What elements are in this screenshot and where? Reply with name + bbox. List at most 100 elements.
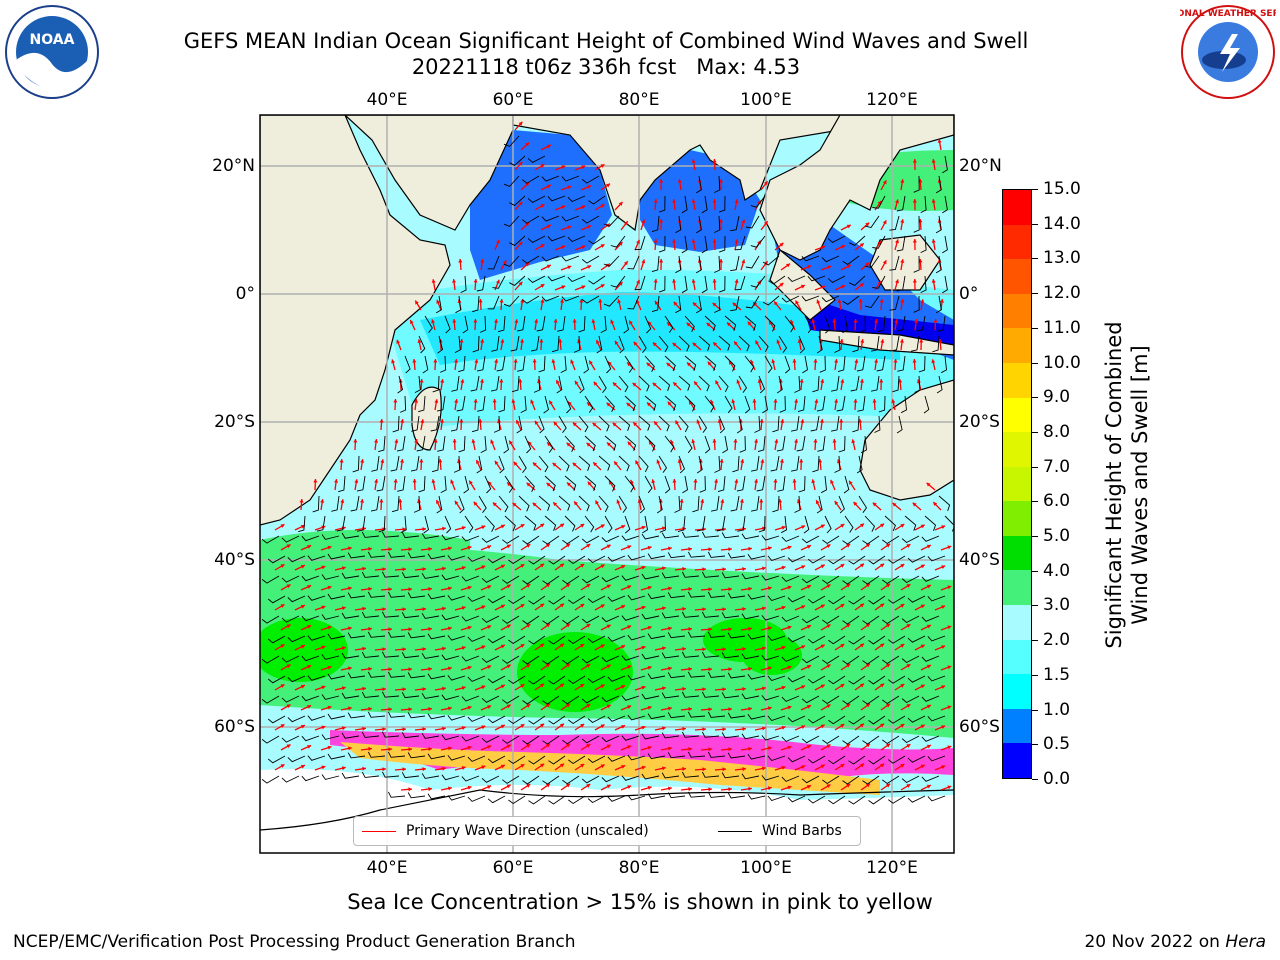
wind-barb — [267, 715, 286, 724]
wave-arrow-head — [920, 564, 925, 569]
wave-arrow-head — [606, 744, 611, 749]
wind-barb — [281, 735, 300, 743]
wind-barb — [461, 695, 480, 702]
wind-barb — [724, 395, 733, 414]
wind-barb — [724, 355, 736, 372]
colorbar-segment — [1003, 535, 1031, 571]
wave-arrow-head — [388, 587, 392, 592]
wind-barb — [842, 295, 860, 305]
wind-barb — [842, 575, 860, 585]
wave-arrow-head — [906, 664, 911, 668]
wind-barb — [751, 495, 760, 512]
wind-barb — [744, 315, 757, 331]
colorbar-tick-label: 15.0 — [1043, 179, 1081, 199]
wind-barb — [667, 632, 686, 639]
wave-arrow-head — [394, 439, 399, 443]
wind-barb — [638, 455, 649, 473]
wave-arrow-head — [340, 499, 345, 503]
wave-arrow-head — [586, 544, 591, 548]
wave-arrow-head — [572, 462, 577, 467]
wave-arrow-head — [428, 667, 432, 672]
wave-arrow-head — [526, 482, 531, 487]
wind-barb — [858, 495, 868, 513]
wind-barb — [447, 755, 466, 761]
wave-arrow-head — [494, 319, 499, 323]
wind-barb — [661, 732, 680, 739]
wave-arrow-head — [898, 379, 903, 383]
wind-barb — [316, 515, 326, 532]
wind-barb — [935, 175, 942, 194]
wind-barb — [876, 355, 886, 372]
wave-arrow-head — [801, 605, 806, 609]
wave-arrow-head — [933, 502, 938, 506]
wind-barb — [467, 635, 486, 642]
wind-barb — [381, 691, 400, 698]
wave-arrow-head — [540, 204, 545, 208]
wave-arrow-head — [728, 747, 732, 752]
wind-barb — [467, 675, 486, 682]
wave-arrow-head — [525, 182, 530, 187]
wave-arrow-head — [511, 399, 516, 403]
wind-barb — [301, 615, 320, 622]
wind-barb — [522, 695, 540, 705]
wind-barb — [261, 615, 280, 624]
wind-barb — [901, 535, 920, 544]
wind-barb — [647, 553, 666, 560]
wave-arrow-head — [722, 767, 726, 772]
wave-arrow-head — [388, 667, 392, 672]
wind-barb — [707, 551, 726, 558]
wind-barb — [336, 515, 346, 532]
wind-barb — [761, 655, 780, 661]
wind-barb — [548, 795, 566, 805]
wind-barb — [287, 635, 306, 643]
wind-barb — [367, 631, 386, 638]
wave-arrow-head — [428, 707, 432, 712]
colorbar-tick-label: 5.0 — [1043, 526, 1071, 547]
wind-barb — [607, 675, 626, 682]
wave-arrow-head — [840, 724, 845, 728]
wind-barb — [496, 355, 506, 372]
wave-arrow-head — [459, 419, 464, 423]
wind-barb — [767, 675, 786, 682]
colorbar-tick — [1032, 327, 1038, 329]
wind-barb — [487, 555, 506, 564]
wave-arrow-head — [859, 243, 864, 248]
wind-barb — [581, 695, 600, 704]
wave-arrow-head — [926, 784, 931, 789]
wind-barb — [641, 653, 660, 660]
chart-subtitle: 20221118 t06z 336h fcst Max: 4.53 — [411, 55, 801, 79]
wind-barb — [503, 295, 520, 307]
wind-barb — [862, 775, 880, 785]
wind-barb — [659, 235, 666, 253]
wave-arrow-head — [448, 786, 452, 791]
wave-arrow-head — [321, 685, 326, 690]
wind-barb — [441, 614, 460, 621]
wind-barb — [701, 571, 720, 578]
wave-arrow-head — [341, 566, 346, 571]
wave-arrow-head — [780, 419, 785, 423]
wave-arrow-head — [400, 419, 405, 423]
wave-arrow-head — [509, 440, 513, 445]
wind-barb — [301, 535, 320, 542]
wind-barb — [387, 791, 406, 798]
wave-arrow-head — [422, 527, 426, 532]
wind-barb — [307, 595, 326, 601]
wave-arrow-head — [926, 482, 931, 487]
wave-arrow-head — [919, 339, 924, 343]
wave-arrow-head — [742, 647, 746, 652]
wind-barb — [541, 255, 560, 262]
wave-arrow-head — [448, 586, 452, 591]
wind-barb — [687, 791, 706, 798]
wind-barb — [578, 375, 585, 394]
wave-arrow-head — [300, 684, 305, 689]
wind-barb — [776, 375, 783, 394]
wind-barb — [561, 255, 580, 262]
wind-barb — [509, 275, 526, 286]
wave-arrow-head — [774, 439, 779, 443]
wave-arrow-head — [708, 547, 712, 552]
wave-arrow-head — [600, 684, 605, 689]
wind-barb — [502, 615, 520, 624]
wind-barb — [261, 535, 280, 544]
wind-barb — [698, 415, 708, 433]
wind-barb — [618, 495, 628, 513]
